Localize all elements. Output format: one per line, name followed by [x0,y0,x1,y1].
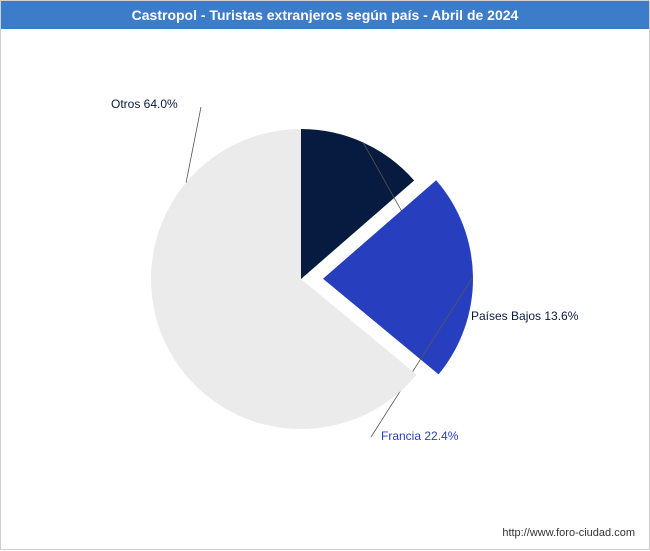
pie-chart [1,29,650,551]
chart-title: Castropol - Turistas extranjeros según p… [132,7,519,23]
slice-label-otros: Otros 64.0% [111,97,178,111]
chart-title-bar: Castropol - Turistas extranjeros según p… [1,1,649,29]
slice-label-francia: Francia 22.4% [381,429,458,443]
footer-link[interactable]: http://www.foro-ciudad.com [502,527,635,539]
slice-label-países-bajos: Países Bajos 13.6% [471,309,578,323]
chart-body: http://www.foro-ciudad.com Países Bajos … [1,29,649,549]
chart-container: Castropol - Turistas extranjeros según p… [0,0,650,550]
